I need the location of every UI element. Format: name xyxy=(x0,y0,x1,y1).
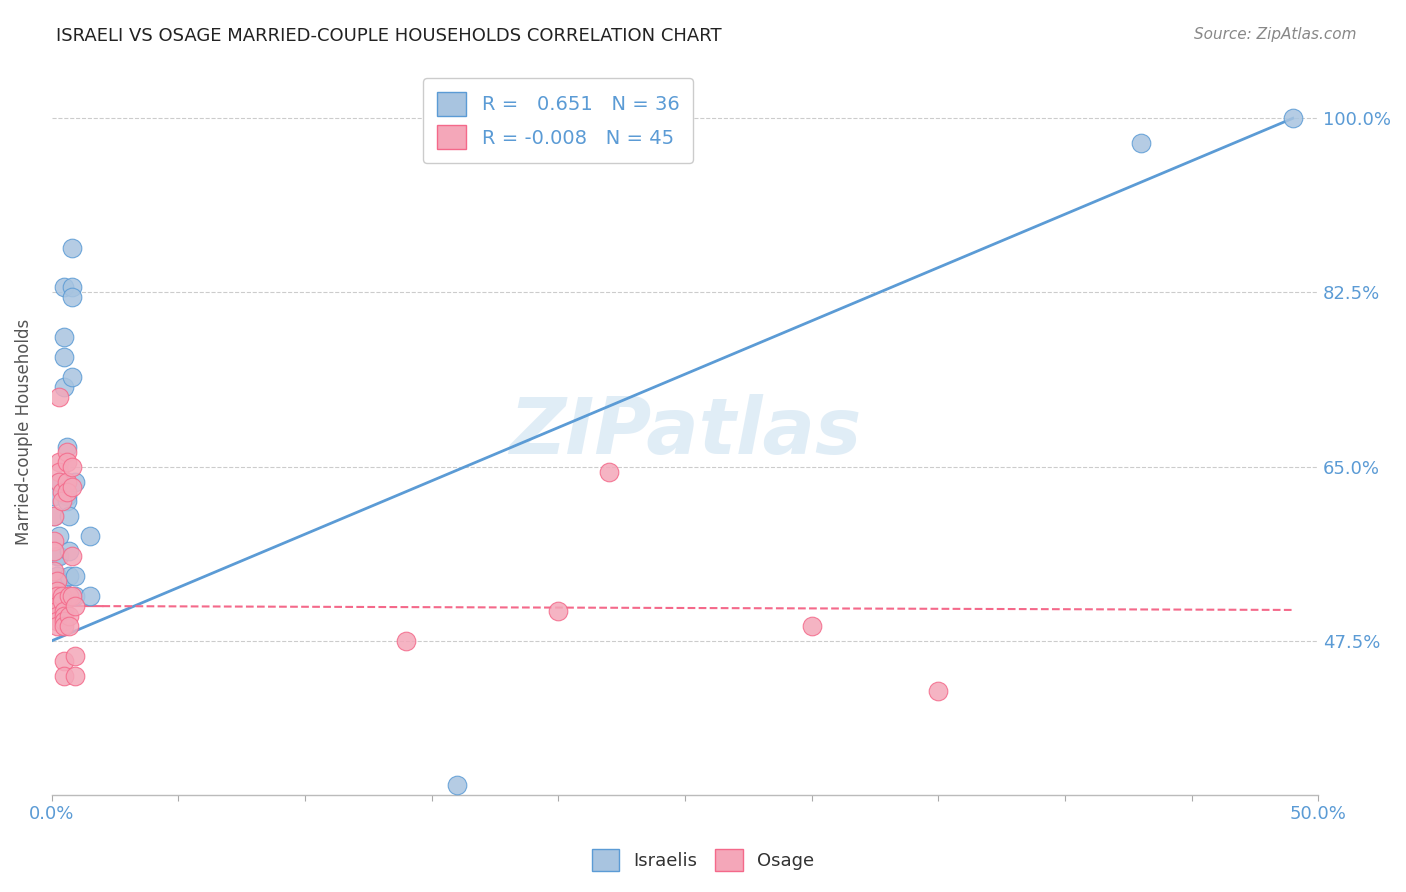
Point xyxy=(56,475,79,489)
Text: ISRAELI VS OSAGE MARRIED-COUPLE HOUSEHOLDS CORRELATION CHART: ISRAELI VS OSAGE MARRIED-COUPLE HOUSEHOL… xyxy=(56,27,721,45)
Point xyxy=(56,475,79,489)
Point xyxy=(56,494,79,508)
Point xyxy=(79,589,101,603)
Point xyxy=(63,589,86,603)
Point xyxy=(51,604,73,618)
Point xyxy=(51,589,73,603)
Point xyxy=(58,569,80,583)
Point xyxy=(1129,136,1152,150)
Point xyxy=(45,608,67,623)
Point xyxy=(58,544,80,558)
Point xyxy=(63,648,86,663)
Point xyxy=(598,465,620,479)
Point xyxy=(48,465,70,479)
Point xyxy=(48,574,70,588)
Point xyxy=(44,509,66,524)
Point xyxy=(45,599,67,613)
Point xyxy=(48,475,70,489)
Point xyxy=(45,604,67,618)
Point xyxy=(53,608,76,623)
Point xyxy=(53,350,76,364)
Point xyxy=(48,529,70,543)
Point xyxy=(60,241,83,255)
Point xyxy=(60,290,83,304)
Point xyxy=(60,459,83,474)
Point xyxy=(51,584,73,599)
Point xyxy=(58,589,80,603)
Point xyxy=(56,490,79,504)
Text: ZIPatlas: ZIPatlas xyxy=(509,393,860,470)
Point xyxy=(53,380,76,394)
Point xyxy=(45,619,67,633)
Point xyxy=(48,549,70,564)
Point xyxy=(51,594,73,608)
Point xyxy=(547,604,569,618)
Point xyxy=(800,619,823,633)
Point xyxy=(446,778,468,792)
Point xyxy=(44,564,66,578)
Point xyxy=(51,589,73,603)
Point xyxy=(53,280,76,294)
Point xyxy=(45,614,67,628)
Point xyxy=(45,574,67,588)
Y-axis label: Married-couple Households: Married-couple Households xyxy=(15,318,32,545)
Point xyxy=(60,589,83,603)
Point xyxy=(51,494,73,508)
Point xyxy=(56,440,79,454)
Point xyxy=(45,569,67,583)
Point xyxy=(53,668,76,682)
Point xyxy=(58,608,80,623)
Point xyxy=(48,455,70,469)
Point xyxy=(60,549,83,564)
Point xyxy=(58,619,80,633)
Point xyxy=(63,668,86,682)
Point xyxy=(58,589,80,603)
Point xyxy=(44,544,66,558)
Point xyxy=(56,484,79,499)
Point xyxy=(63,599,86,613)
Point xyxy=(45,589,67,603)
Point xyxy=(927,683,949,698)
Point xyxy=(79,529,101,543)
Point xyxy=(44,534,66,549)
Point xyxy=(60,479,83,493)
Point xyxy=(58,509,80,524)
Point xyxy=(44,490,66,504)
Point xyxy=(60,370,83,384)
Point xyxy=(395,633,418,648)
Point xyxy=(53,330,76,344)
Point xyxy=(53,619,76,633)
Point xyxy=(1281,112,1303,126)
Point xyxy=(45,549,67,564)
Point xyxy=(53,604,76,618)
Point xyxy=(51,589,73,603)
Point xyxy=(56,444,79,458)
Point xyxy=(60,280,83,294)
Point xyxy=(44,509,66,524)
Point xyxy=(56,455,79,469)
Legend: R =   0.651   N = 36, R = -0.008   N = 45: R = 0.651 N = 36, R = -0.008 N = 45 xyxy=(423,78,693,162)
Point xyxy=(63,569,86,583)
Point xyxy=(53,654,76,668)
Text: Source: ZipAtlas.com: Source: ZipAtlas.com xyxy=(1194,27,1357,42)
Point xyxy=(63,475,86,489)
Point xyxy=(45,584,67,599)
Legend: Israelis, Osage: Israelis, Osage xyxy=(585,842,821,879)
Point xyxy=(48,390,70,404)
Point xyxy=(48,475,70,489)
Point xyxy=(53,614,76,628)
Point xyxy=(51,484,73,499)
